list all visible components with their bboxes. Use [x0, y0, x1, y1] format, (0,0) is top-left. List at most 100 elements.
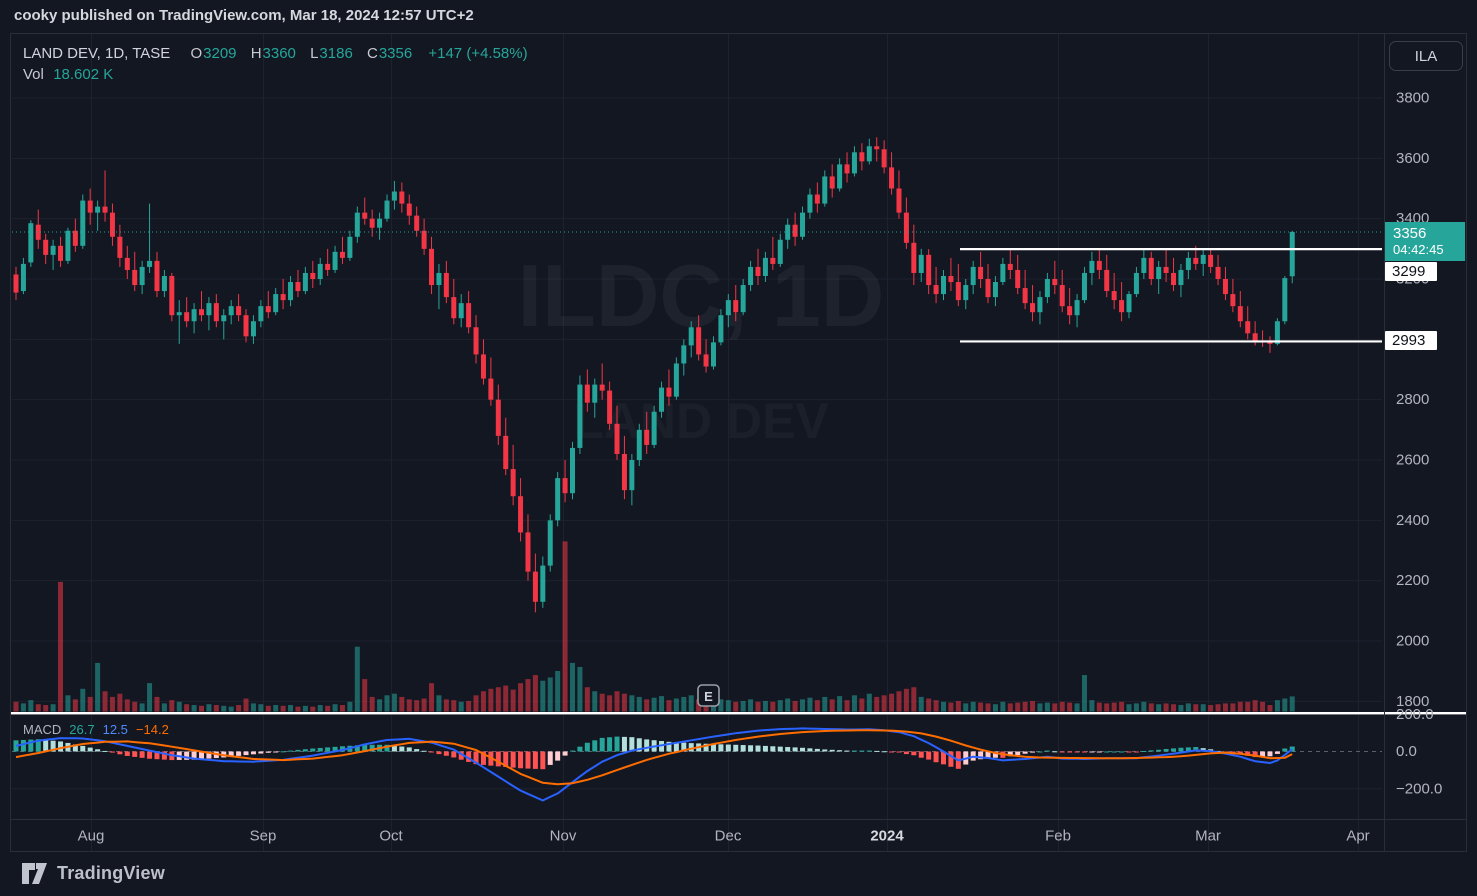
macd-hist-bar [555, 751, 561, 761]
macd-hist-bar [325, 747, 331, 752]
volume-bar [1022, 701, 1028, 712]
volume-bar [1000, 701, 1006, 712]
time-axis-label[interactable]: Apr [1346, 828, 1369, 845]
volume-bar [451, 700, 457, 712]
candle-body [473, 327, 479, 355]
price-tick-label[interactable]: 3800 [1396, 90, 1429, 107]
macd-hist-bar [777, 746, 783, 752]
time-axis-label[interactable]: Aug [78, 828, 105, 845]
candle-body [1059, 285, 1065, 307]
candle-body [1074, 300, 1080, 316]
macd-label[interactable]: MACD [23, 722, 62, 737]
candle-body [503, 435, 509, 470]
tradingview-logo-icon[interactable] [21, 862, 48, 885]
candle-body [607, 390, 613, 424]
macd-tick-label[interactable]: 200.0 [1396, 706, 1434, 723]
macd-hist-bar [1282, 748, 1288, 752]
volume-bar [399, 696, 405, 712]
level-label-upper: 3299 [1385, 262, 1437, 281]
candle-body [1163, 266, 1169, 273]
volume-bar [95, 662, 101, 712]
volume-bar [1059, 701, 1065, 712]
macd-hist-bar [762, 745, 768, 752]
macd-hist-bar [317, 747, 323, 752]
price-tick-label[interactable]: 2800 [1396, 391, 1429, 408]
volume-bar [213, 705, 219, 712]
candle-body [1104, 269, 1110, 292]
earnings-icon[interactable] [697, 684, 720, 707]
volume-bar [733, 701, 739, 712]
volume-bar [421, 698, 427, 712]
tradingview-brand[interactable]: TradingView [57, 863, 165, 883]
time-axis-label[interactable]: Mar [1195, 828, 1221, 845]
price-tick-label[interactable]: 2400 [1396, 512, 1429, 529]
candle-body [480, 354, 486, 379]
macd-hist-bar [102, 750, 108, 752]
macd-tick-label[interactable]: 0.0 [1396, 743, 1417, 760]
volume-bar [1015, 702, 1021, 712]
candle-body [199, 309, 204, 316]
volume-bar [206, 704, 212, 712]
pane-separator[interactable] [11, 712, 1466, 715]
time-axis-label[interactable]: Nov [550, 828, 577, 845]
symbol-title[interactable]: LAND DEV, 1D, TASE [23, 45, 171, 62]
time-axis-label[interactable]: Sep [250, 828, 277, 845]
volume-bar [1156, 704, 1162, 712]
candle-body [458, 303, 464, 319]
volume-bar [362, 679, 368, 712]
candle-body [859, 152, 865, 162]
volume-bar [488, 688, 494, 712]
candle-body [369, 218, 375, 228]
price-tick-label[interactable]: 2000 [1396, 633, 1429, 650]
volume-bar [896, 691, 902, 712]
time-axis-label[interactable]: Feb [1045, 828, 1071, 845]
macd-tick-label[interactable]: −200.0 [1396, 780, 1442, 797]
volume-bar [555, 671, 561, 712]
macd-hist-bar [391, 745, 397, 752]
candle-body [844, 164, 850, 174]
candle-body [147, 260, 153, 267]
volume-bar [540, 680, 546, 712]
volume-bar [43, 705, 49, 712]
unit-toggle-button[interactable]: ILA [1389, 41, 1463, 71]
candle-body [80, 200, 86, 246]
candle-body [599, 384, 605, 391]
candle-body [28, 223, 34, 263]
macd-hist-bar [362, 744, 368, 752]
volume-bar [147, 683, 153, 712]
close-value: C3356 [366, 45, 413, 62]
macd-hist-bar [295, 749, 301, 752]
macd-hist-bar [139, 751, 145, 758]
time-axis-label[interactable]: Dec [715, 828, 742, 845]
volume-bar [332, 704, 338, 712]
volume-bar [666, 700, 672, 712]
candle-body [295, 282, 301, 292]
volume-bar [406, 699, 412, 712]
price-tick-label[interactable]: 2200 [1396, 572, 1429, 589]
volume-bar [518, 683, 524, 712]
price-tick-label[interactable]: 1800 [1396, 693, 1429, 710]
macd-hist-bar [1067, 751, 1073, 753]
macd-hist-bar [1289, 746, 1295, 752]
volume-bar [1089, 700, 1095, 712]
candle-body [978, 266, 984, 280]
candle-body [1230, 294, 1236, 307]
macd-hist-bar [406, 747, 412, 752]
earnings-icon-letter: E [704, 689, 713, 704]
volume-bar [800, 699, 806, 712]
candle-body [65, 230, 71, 261]
time-axis-label[interactable]: 2024 [870, 828, 904, 845]
macd-hist-bar [228, 751, 234, 757]
macd-hist-bar [273, 751, 279, 753]
macd-hist-bar [250, 751, 256, 755]
volume-bar [161, 703, 167, 712]
time-axis-label[interactable]: Oct [379, 828, 403, 845]
candle-body [273, 294, 279, 313]
price-tick-label[interactable]: 3600 [1396, 150, 1429, 167]
price-tick-label[interactable]: 2600 [1396, 452, 1429, 469]
candle-body [20, 263, 26, 292]
volume-bar [50, 704, 56, 712]
countdown-timer: 04:42:45 [1393, 242, 1444, 257]
macd-hist-bar [710, 744, 716, 752]
